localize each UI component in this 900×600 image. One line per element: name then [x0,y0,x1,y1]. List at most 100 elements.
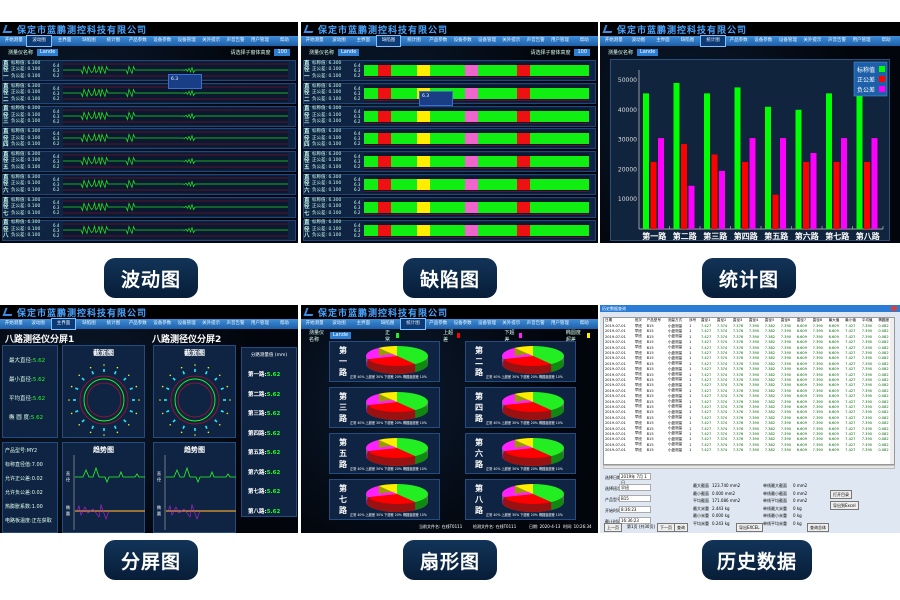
table-row[interactable]: 2019-07-01 早班 B15 小盘测量 1 7.427 7.374 7.376 7.390… [604,323,894,329]
nav-tab[interactable]: 设备管理 [177,321,196,326]
column-header[interactable]: 椭圆度 [878,318,890,323]
nav-tab[interactable]: 设备管理 [477,38,496,43]
nav-tab[interactable]: 关外提示 [803,38,822,43]
table-row[interactable]: 2019-07-01 早班 B15 小盘测量 1 7.427 7.374 7.376 7.390… [604,431,894,436]
form-input[interactable]: B15 [619,495,651,502]
nav-tab[interactable]: 声音告警 [827,38,846,43]
nav-tab[interactable]: 帮助 [579,38,589,43]
nav-tab[interactable]: 帮助 [279,38,289,43]
table-row[interactable]: 2019-07-01 早班 B15 小盘测量 1 7.427 7.374 7.376 7.390… [604,334,894,339]
form-input[interactable]: 2019年 7月 1日 [619,473,651,485]
nav-tab[interactable]: 用户管理 [550,321,569,326]
nav-tab[interactable]: 设备参数 [754,38,773,43]
nav-tab[interactable]: 开始测量 [305,38,324,43]
column-header[interactable]: 最大值 [828,318,840,323]
column-header[interactable]: 产品型号 [646,318,661,323]
nav-tab[interactable]: 统计图 [400,318,426,330]
nav-tab[interactable]: 缺陷图 [82,38,96,43]
nav-tab[interactable]: 设备参数 [153,38,172,43]
horizontal-scrollbar[interactable] [603,465,895,469]
close-button[interactable] [891,306,897,311]
nav-tab[interactable]: 波动图 [332,38,346,43]
nav-tab[interactable]: 缺陷图 [375,35,402,47]
nav-tab[interactable]: 设备参数 [153,321,172,326]
nav-tab[interactable]: 缺陷图 [82,321,96,326]
nav-tab[interactable]: 波动图 [631,38,646,43]
instrument-select[interactable]: Lande [637,49,659,56]
nav-tab[interactable]: 产品参数 [128,38,147,43]
nav-tab[interactable]: 设备管理 [177,38,196,43]
nav-tab[interactable]: 关外提示 [202,321,221,326]
form-input[interactable]: 8:36:23 [619,506,651,513]
table-row[interactable]: 2019-07-01 早班 B15 小盘测量 1 7.427 7.374 7.376 7.390… [604,399,894,404]
query_all-button[interactable]: 查询总体 [807,523,829,532]
nav-tab[interactable]: 声音告警 [226,321,245,326]
table-row[interactable]: 2019-07-01 早班 B15 小盘测量 1 7.427 7.374 7.376 7.390… [604,340,894,345]
vertical-scrollbar[interactable] [890,318,894,464]
nav-tab[interactable]: 用户管理 [852,38,871,43]
table-row[interactable]: 2019-07-01 早班 B15 小盘测量 1 7.427 7.374 7.376 7.390… [604,345,894,350]
column-header[interactable]: 直径5 [764,318,775,323]
nav-tab[interactable]: 产品参数 [128,321,147,326]
export-button[interactable]: 导出EXCEL [736,523,763,532]
nav-tab[interactable]: 用户管理 [250,321,269,326]
nav-tab[interactable]: 波动图 [31,321,45,326]
table-row[interactable]: 2019-07-01 早班 B15 小盘测量 1 7.427 7.374 7.376 7.390… [604,404,894,409]
nav-tab[interactable]: 设备管理 [477,321,496,326]
column-header[interactable]: 最小值 [845,318,856,323]
nav-tab[interactable]: 声音告警 [526,38,545,43]
height-select[interactable]: 100 [274,49,290,56]
table-row[interactable]: 2019-07-01 早班 B15 小盘测量 1 7.427 7.374 7.376 7.390… [604,426,894,431]
form-input[interactable]: 16:36:23 [619,517,651,524]
nav-tab[interactable]: 主界面 [57,38,72,43]
instrument-select[interactable]: Lande [338,49,360,56]
table-row[interactable]: 2019-07-01 早班 B15 小盘测量 1 7.427 7.374 7.376 7.390… [604,367,894,372]
column-header[interactable]: 测量方式 [667,318,683,323]
table-row[interactable]: 2019-07-01 早班 B15 小盘测量 1 7.427 7.374 7.376 7.390… [604,388,894,393]
table-row[interactable]: 2019-07-01 早班 B15 小盘测量 1 7.427 7.374 7.376 7.390… [604,437,894,442]
nav-tab[interactable]: 声音告警 [226,38,245,43]
column-header[interactable]: 直径1 [700,318,711,323]
nav-tab[interactable]: 统计图 [106,38,121,43]
open-button[interactable]: 打开目录 [830,490,852,499]
nav-tab[interactable]: 统计图 [407,38,421,43]
nav-tab[interactable]: 设备参数 [453,321,472,326]
nav-tab[interactable]: 关外提示 [502,321,521,326]
table-row[interactable]: 2019-07-01 早班 B15 小盘测量 1 7.427 7.374 7.376 7.390… [604,447,894,453]
column-header[interactable]: 日期 [605,318,613,323]
nav-tab[interactable]: 产品参数 [429,38,448,43]
nav-tab[interactable]: 波动图 [332,321,346,326]
table-row[interactable]: 2019-07-01 早班 B15 小盘测量 1 7.427 7.374 7.376 7.390… [604,361,894,366]
table-row[interactable]: 2019-07-01 早班 B15 小盘测量 1 7.427 7.374 7.376 7.390… [604,383,894,388]
nav-tab[interactable]: 统计图 [106,321,121,326]
table-row[interactable]: 2019-07-01 早班 B15 小盘测量 1 7.427 7.374 7.376 7.390… [604,410,894,415]
column-header[interactable]: 直径6 [780,318,791,323]
nav-tab[interactable]: 帮助 [881,38,891,43]
table-row[interactable]: 2019-07-01 早班 B15 小盘测量 1 7.427 7.374 7.376 7.390… [604,420,894,426]
form-input[interactable]: 早班 [619,484,651,491]
export2-button[interactable]: 导出到Excel [830,501,859,510]
nav-tab[interactable]: 产品参数 [429,321,448,326]
nav-tab[interactable]: 开始测量 [4,321,23,326]
nav-tab[interactable]: 主界面 [356,38,371,43]
table-row[interactable]: 2019-07-01 早班 B15 小盘测量 1 7.427 7.374 7.376 7.390… [604,329,894,334]
next-button[interactable]: 下一页 [657,523,675,532]
table-row[interactable]: 2019-07-01 早班 B15 小盘测量 1 7.427 7.374 7.376 7.390… [604,372,894,377]
table-row[interactable]: 2019-07-01 早班 B15 小盘测量 1 7.427 7.374 7.376 7.390… [604,415,894,420]
nav-tab[interactable]: 缺陷图 [380,321,395,326]
column-header[interactable]: 直径8 [812,318,823,323]
table-row[interactable]: 2019-07-01 早班 B15 小盘测量 1 7.427 7.374 7.376 7.390… [604,356,894,361]
nav-tab[interactable]: 声音告警 [526,321,545,326]
column-header[interactable]: 班次 [634,318,642,323]
column-header[interactable]: 直径4 [748,318,759,323]
nav-tab[interactable]: 缺陷图 [680,38,695,43]
nav-tab[interactable]: 关外提示 [202,38,221,43]
nav-tab[interactable]: 统计图 [700,35,726,47]
nav-tab[interactable]: 用户管理 [550,38,569,43]
column-header[interactable]: 直径3 [732,318,743,323]
nav-tab[interactable]: 关外提示 [502,38,521,43]
column-header[interactable]: 平均值 [861,318,873,323]
nav-tab[interactable]: 开始测量 [604,38,623,43]
nav-tab[interactable]: 主界面 [656,38,670,43]
nav-tab[interactable]: 设备管理 [778,38,797,43]
